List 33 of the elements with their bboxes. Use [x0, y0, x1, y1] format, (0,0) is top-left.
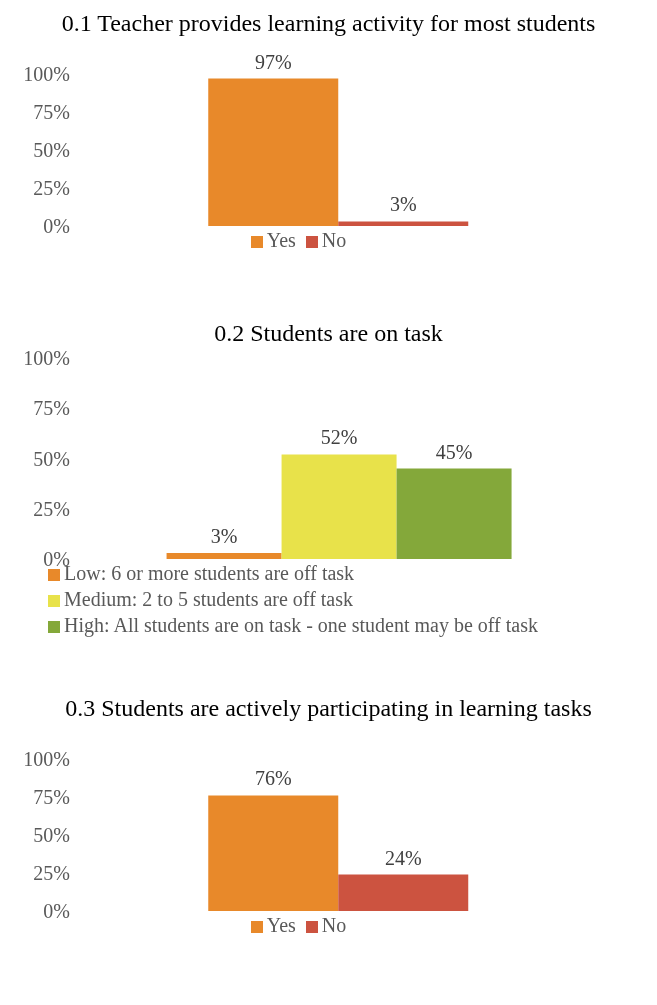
y-tick-label: 25% — [33, 497, 70, 520]
data-label: 52% — [320, 426, 358, 449]
y-tick-label: 75% — [33, 786, 70, 809]
data-label: 97% — [254, 50, 292, 73]
data-label: 3% — [389, 193, 417, 216]
chart-title: 0.2 Students are on task — [213, 319, 444, 348]
y-tick-label: 25% — [33, 177, 70, 200]
data-label: 3% — [210, 524, 238, 547]
y-tick-label: 75% — [33, 397, 70, 420]
legend-label: Yes — [266, 229, 296, 251]
y-tick-label: 100% — [23, 748, 70, 771]
data-label: 76% — [254, 767, 292, 790]
chart-title: 0.1 Teacher provides learning activity for most students — [60, 9, 597, 38]
bar — [281, 454, 397, 559]
legend-label: Medium: 2 to 5 students are off task — [64, 588, 354, 610]
y-tick-label: 50% — [33, 824, 70, 847]
y-tick-label: 0% — [43, 215, 70, 238]
legend-label: High: All students are on task - one student may be off task — [64, 614, 538, 636]
y-tick-label: 100% — [23, 63, 70, 86]
legend-label: No — [321, 914, 347, 936]
data-label: 24% — [384, 846, 422, 869]
y-tick-label: 25% — [33, 862, 70, 885]
y-tick-label: 50% — [33, 447, 70, 470]
legend-label: No — [321, 229, 347, 251]
y-tick-label: 50% — [33, 139, 70, 162]
bar — [396, 468, 512, 559]
legend-label: Yes — [266, 914, 296, 936]
y-tick-label: 0% — [43, 900, 70, 923]
y-tick-label: 100% — [23, 347, 70, 370]
data-label: 45% — [435, 440, 473, 463]
chart-title: 0.3 Students are actively participating in learning tasks — [64, 694, 593, 723]
y-tick-label: 75% — [33, 101, 70, 124]
bar — [166, 552, 282, 559]
